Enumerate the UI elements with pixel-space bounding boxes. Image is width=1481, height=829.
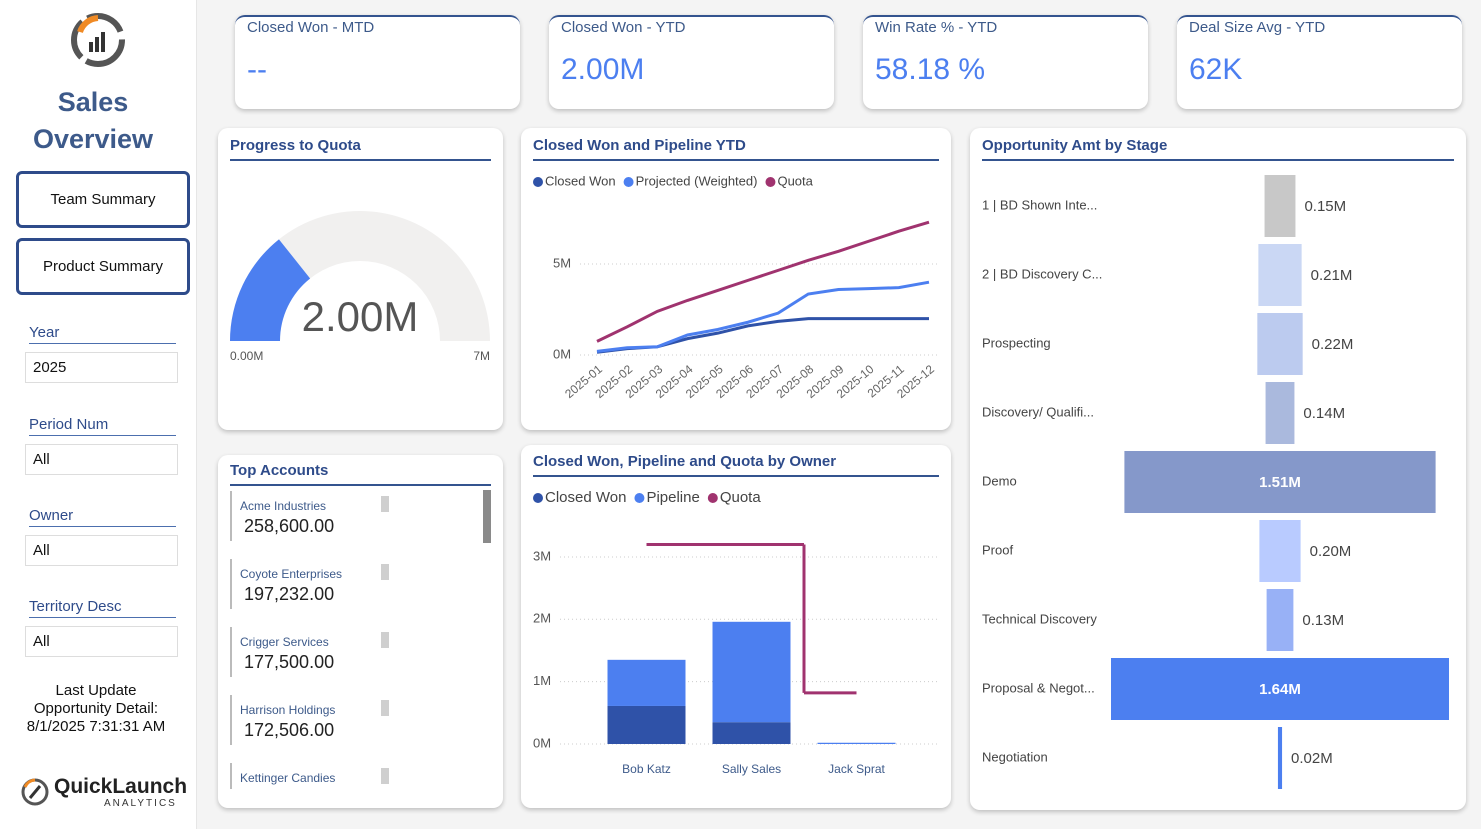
- filter-label: Territory Desc: [29, 598, 122, 615]
- filter-label: Owner: [29, 507, 74, 524]
- kpi-title: Deal Size Avg - YTD: [1189, 19, 1326, 36]
- kpi-title: Closed Won - MTD: [247, 19, 375, 36]
- kpi-value: --: [247, 53, 267, 86]
- dropdown[interactable]: All: [25, 626, 178, 657]
- chart-card: [970, 128, 1466, 810]
- nav-button[interactable]: Product Summary: [16, 238, 190, 295]
- chart-card: [521, 445, 951, 808]
- last-update-line: Opportunity Detail:: [33, 700, 159, 717]
- dropdown-value: 2025: [33, 359, 67, 376]
- filter-underline: [29, 526, 176, 527]
- brand-icon: [21, 778, 49, 806]
- last-update-line: 8/1/2025 7:31:31 AM: [26, 718, 166, 735]
- kpi-card: Closed Won - YTD 2.00M: [549, 15, 834, 109]
- kpi-value: 62K: [1189, 53, 1243, 86]
- filter-underline: [29, 435, 176, 436]
- dropdown[interactable]: 2025: [25, 352, 178, 383]
- nav-button[interactable]: Team Summary: [16, 171, 190, 228]
- kpi-value: 58.18 %: [875, 53, 986, 86]
- kpi-value: 2.00M: [561, 53, 645, 86]
- dropdown-value: All: [33, 542, 50, 559]
- dropdown[interactable]: All: [25, 444, 178, 475]
- chart-card: [521, 128, 951, 430]
- dropdown[interactable]: All: [25, 535, 178, 566]
- last-update-line: Last Update: [55, 682, 137, 699]
- kpi-card: Deal Size Avg - YTD 62K: [1177, 15, 1462, 109]
- sidebar-title: Sales Overview: [32, 87, 154, 154]
- brand-sub: ANALYTICS: [104, 798, 177, 809]
- kpi-title: Closed Won - YTD: [561, 19, 686, 36]
- dropdown-value: All: [33, 451, 50, 468]
- table-card: [218, 455, 503, 808]
- filter-underline: [29, 343, 176, 344]
- filter-label: Period Num: [29, 416, 109, 433]
- filter-underline: [29, 617, 176, 618]
- kpi-title: Win Rate % - YTD: [875, 19, 998, 36]
- sidebar: Sales Overview Team Summary Product Summ…: [0, 0, 197, 829]
- chart-card: [218, 128, 503, 430]
- filter-label: Year: [29, 324, 60, 341]
- last-update: Last Update Opportunity Detail: 8/1/2025…: [0, 682, 192, 736]
- kpi-card: Closed Won - MTD --: [235, 15, 520, 109]
- dropdown-value: All: [33, 633, 50, 650]
- brand: QuickLaunch: [54, 775, 188, 798]
- kpi-card: Win Rate % - YTD 58.18 %: [863, 15, 1148, 109]
- logo: [71, 13, 125, 67]
